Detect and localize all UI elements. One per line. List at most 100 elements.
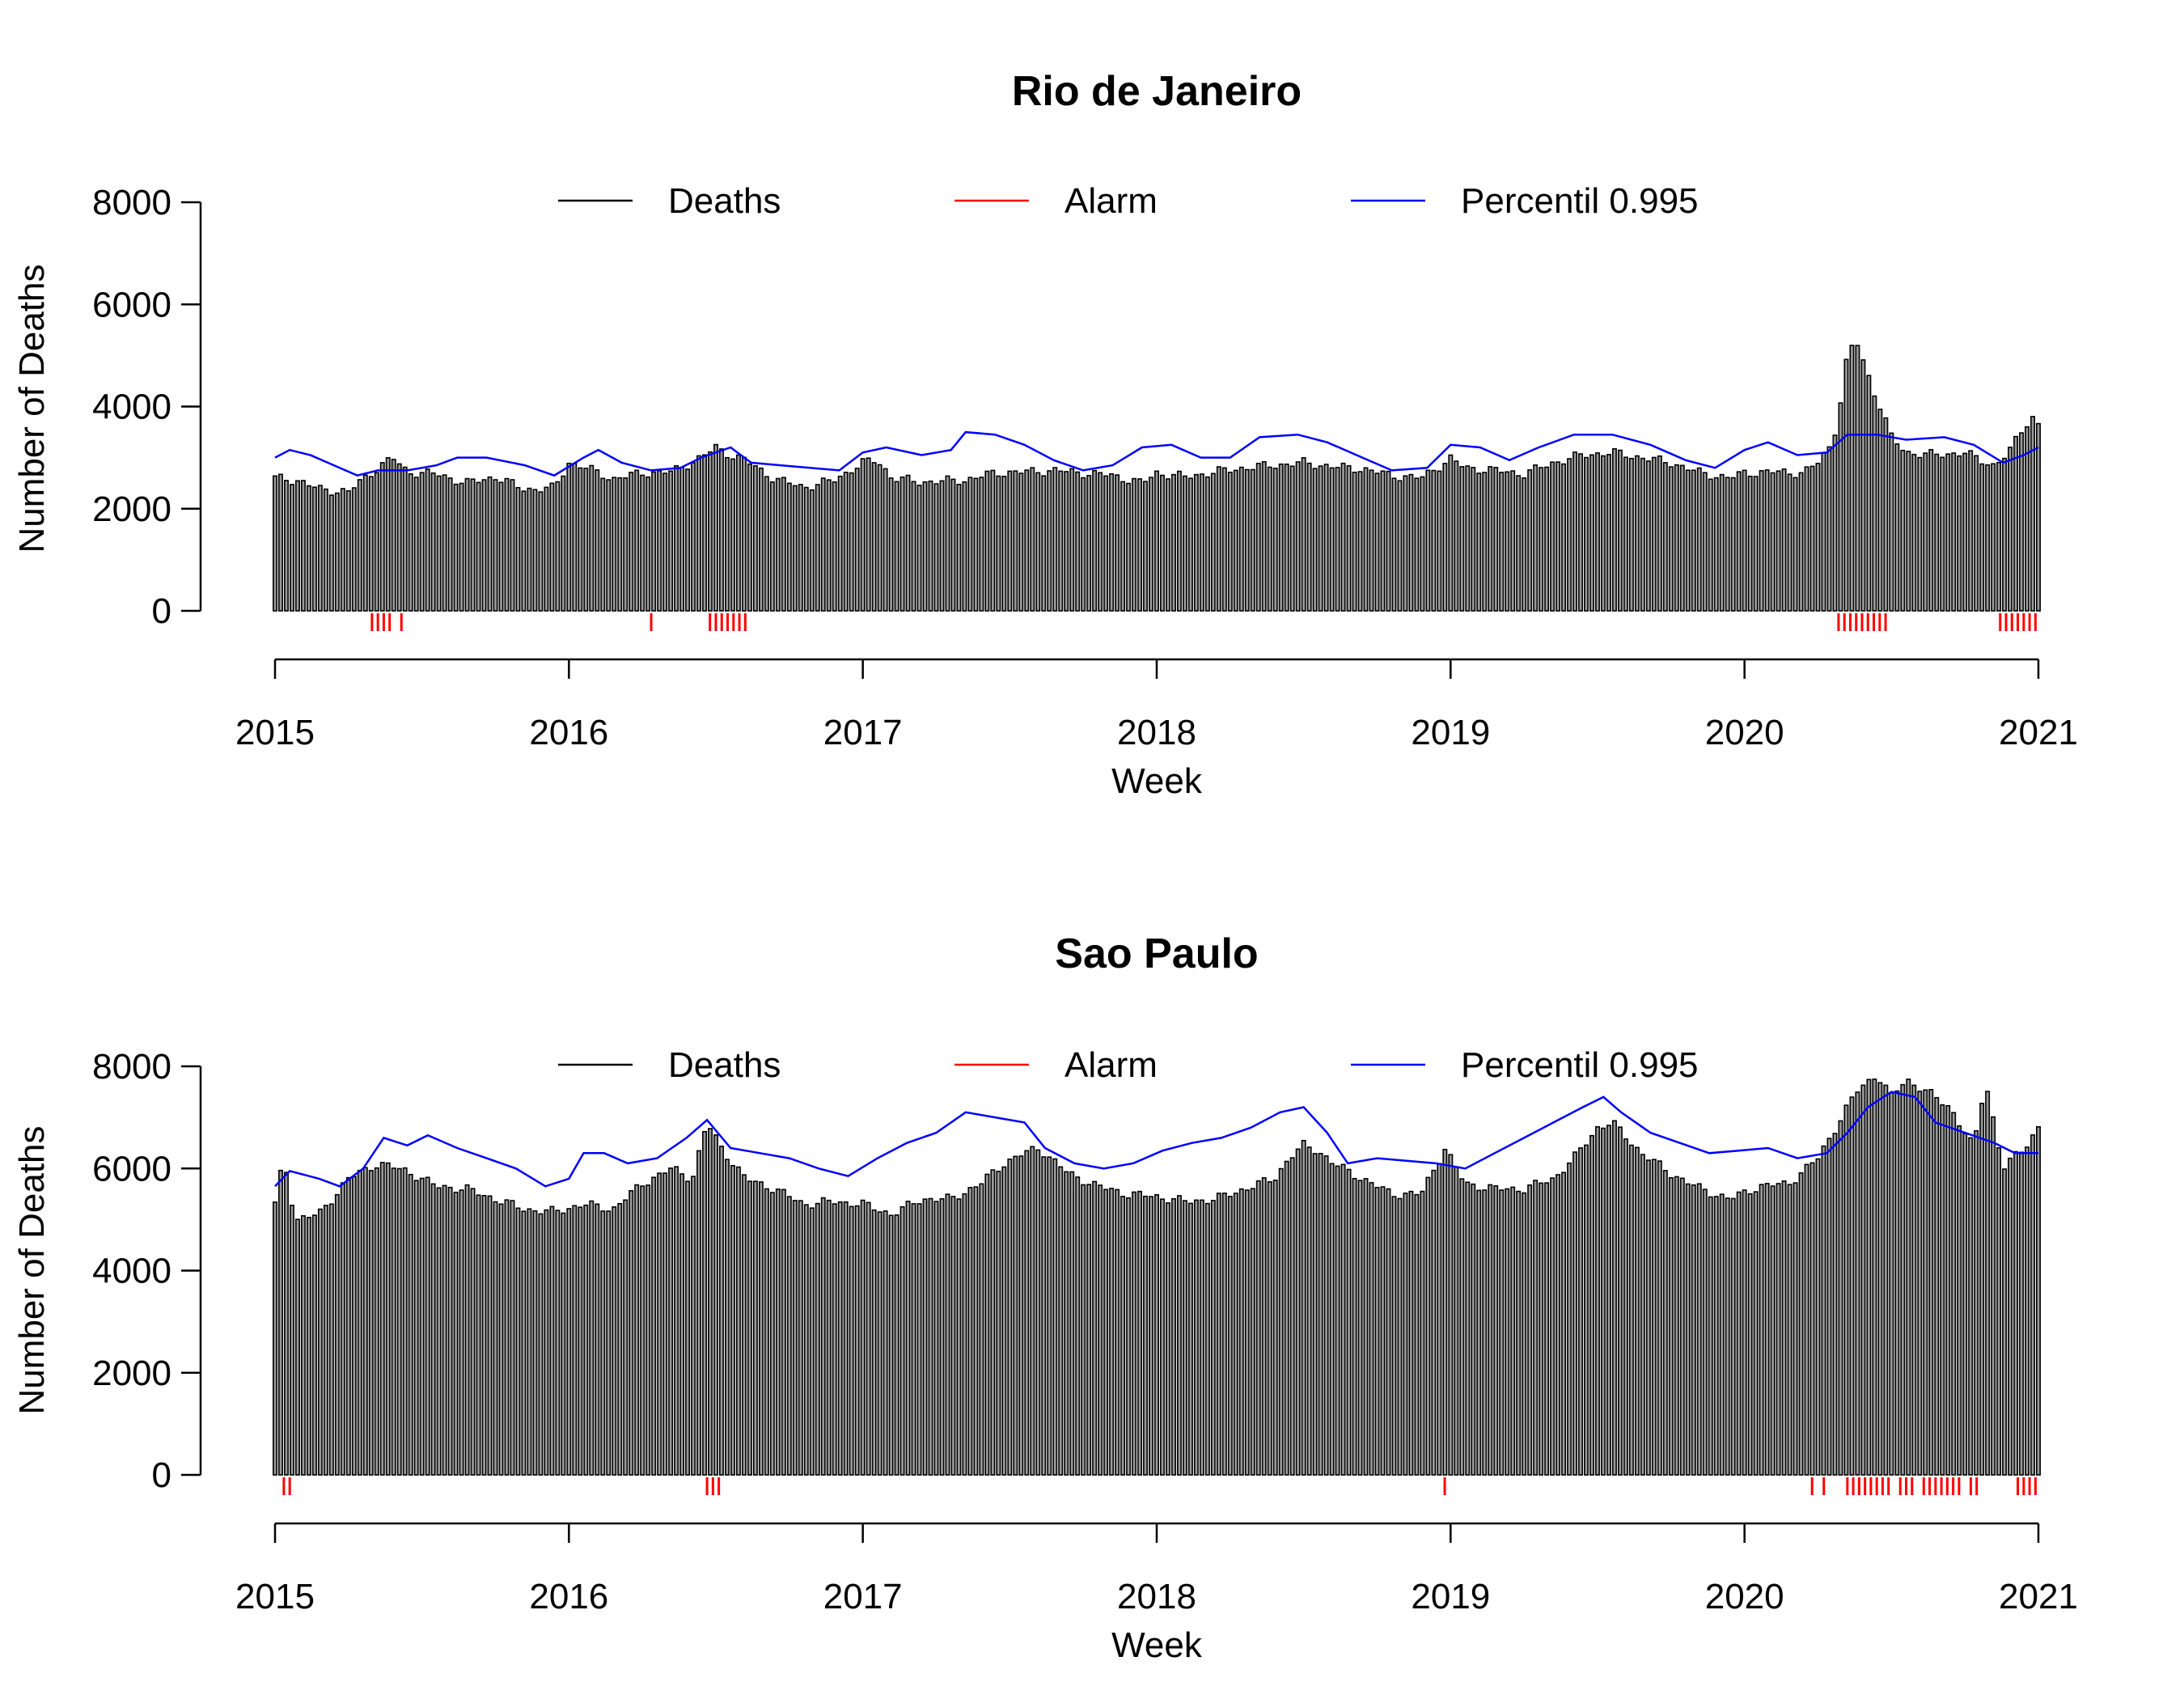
death-bar <box>945 1193 950 1476</box>
death-bar <box>996 475 1001 612</box>
death-bar <box>595 469 600 612</box>
legend-label: Deaths <box>668 1045 781 1085</box>
death-bar <box>328 1203 334 1476</box>
death-bar <box>1318 465 1323 612</box>
death-bar <box>340 1182 345 1476</box>
death-bar <box>1459 1178 1465 1476</box>
death-bar <box>1075 471 1081 612</box>
death-bar <box>1318 1153 1323 1476</box>
death-bar <box>1329 1163 1335 1476</box>
death-bar <box>1968 1137 1974 1476</box>
death-bar <box>493 1201 498 1476</box>
death-bar <box>1640 457 1645 612</box>
death-bar <box>2008 447 2013 612</box>
death-bar <box>2025 426 2030 612</box>
death-bar <box>674 1166 679 1476</box>
death-bar <box>730 1164 735 1476</box>
death-bar <box>1838 1120 1843 1476</box>
death-bar <box>1674 464 1679 612</box>
x-tick-label: 2015 <box>235 1577 315 1616</box>
death-bar <box>1674 1176 1679 1476</box>
death-bar <box>379 462 385 612</box>
death-bar <box>741 456 747 612</box>
death-bar <box>1086 475 1092 612</box>
death-bar <box>583 1204 589 1476</box>
death-bar <box>595 1203 600 1476</box>
death-bar <box>1662 1170 1668 1476</box>
death-bar <box>967 477 973 612</box>
death-bar <box>1335 1165 1340 1476</box>
death-bar <box>1075 1176 1081 1476</box>
death-bar <box>1561 1172 1567 1476</box>
death-bar <box>617 1202 623 1476</box>
death-bar <box>1776 1183 1781 1476</box>
death-bar <box>289 1205 294 1476</box>
death-bar <box>877 1211 882 1476</box>
death-bar <box>843 1201 849 1476</box>
y-tick-label: 0 <box>152 591 171 631</box>
death-bar <box>702 1130 707 1476</box>
death-bar <box>1533 1180 1539 1476</box>
death-bar <box>1047 1156 1052 1476</box>
y-tick-label: 6000 <box>92 1149 171 1188</box>
death-bar <box>1651 456 1657 612</box>
death-bar <box>866 457 871 612</box>
y-tick-label: 4000 <box>92 388 171 427</box>
death-bar <box>1713 477 1719 612</box>
death-bar <box>306 485 311 612</box>
death-bar <box>1934 453 1940 612</box>
death-bar <box>1691 1184 1696 1476</box>
death-bar <box>1951 1112 1957 1476</box>
death-bar <box>1657 455 1662 612</box>
death-bar <box>809 489 815 612</box>
death-bar <box>294 480 300 612</box>
death-bar <box>1747 475 1753 612</box>
x-tick-label: 2016 <box>529 713 608 752</box>
death-bar <box>1702 472 1708 612</box>
death-bar <box>2002 457 2008 612</box>
death-bar <box>600 477 606 612</box>
death-bar <box>1821 451 1826 612</box>
death-bar <box>1166 1202 1170 1476</box>
death-bar <box>442 1184 447 1476</box>
death-bar <box>589 464 595 612</box>
death-bar <box>1250 468 1255 612</box>
death-bar <box>786 1196 792 1476</box>
death-bar <box>1872 1078 1877 1476</box>
death-bar <box>544 1209 549 1476</box>
death-bar <box>1974 455 1979 612</box>
deaths-bars <box>273 345 2041 612</box>
death-bar <box>866 1201 871 1476</box>
death-bar <box>1606 1125 1611 1476</box>
death-bar <box>323 488 328 612</box>
death-bar <box>769 481 775 612</box>
death-bar <box>1493 1184 1499 1476</box>
death-bar <box>1662 462 1668 612</box>
percentile-line <box>274 1091 2038 1188</box>
death-bar <box>1013 1155 1018 1476</box>
death-bar <box>1985 1091 1991 1476</box>
death-bar <box>1645 1159 1651 1476</box>
death-bar <box>1301 1139 1306 1476</box>
death-bar <box>1278 1167 1284 1476</box>
death-bar <box>1488 466 1493 612</box>
death-bar <box>273 1201 277 1476</box>
death-bar <box>1166 478 1170 612</box>
death-bar <box>278 1169 283 1476</box>
death-bar <box>967 1187 973 1476</box>
x-tick-label: 2020 <box>1705 713 1784 752</box>
death-bar <box>956 484 962 612</box>
death-bar <box>719 448 724 612</box>
death-bar <box>1199 473 1204 612</box>
death-bar <box>820 1197 826 1476</box>
death-bar <box>629 472 634 612</box>
alarm-marks <box>282 1477 2037 1495</box>
death-bar <box>459 482 464 612</box>
death-bar <box>1210 1200 1216 1476</box>
death-bar <box>1510 1186 1516 1476</box>
death-bar <box>1719 1193 1725 1476</box>
death-bar <box>1849 1096 1855 1476</box>
death-bar <box>289 484 294 612</box>
death-bar <box>362 1167 368 1476</box>
death-bar <box>515 486 521 612</box>
